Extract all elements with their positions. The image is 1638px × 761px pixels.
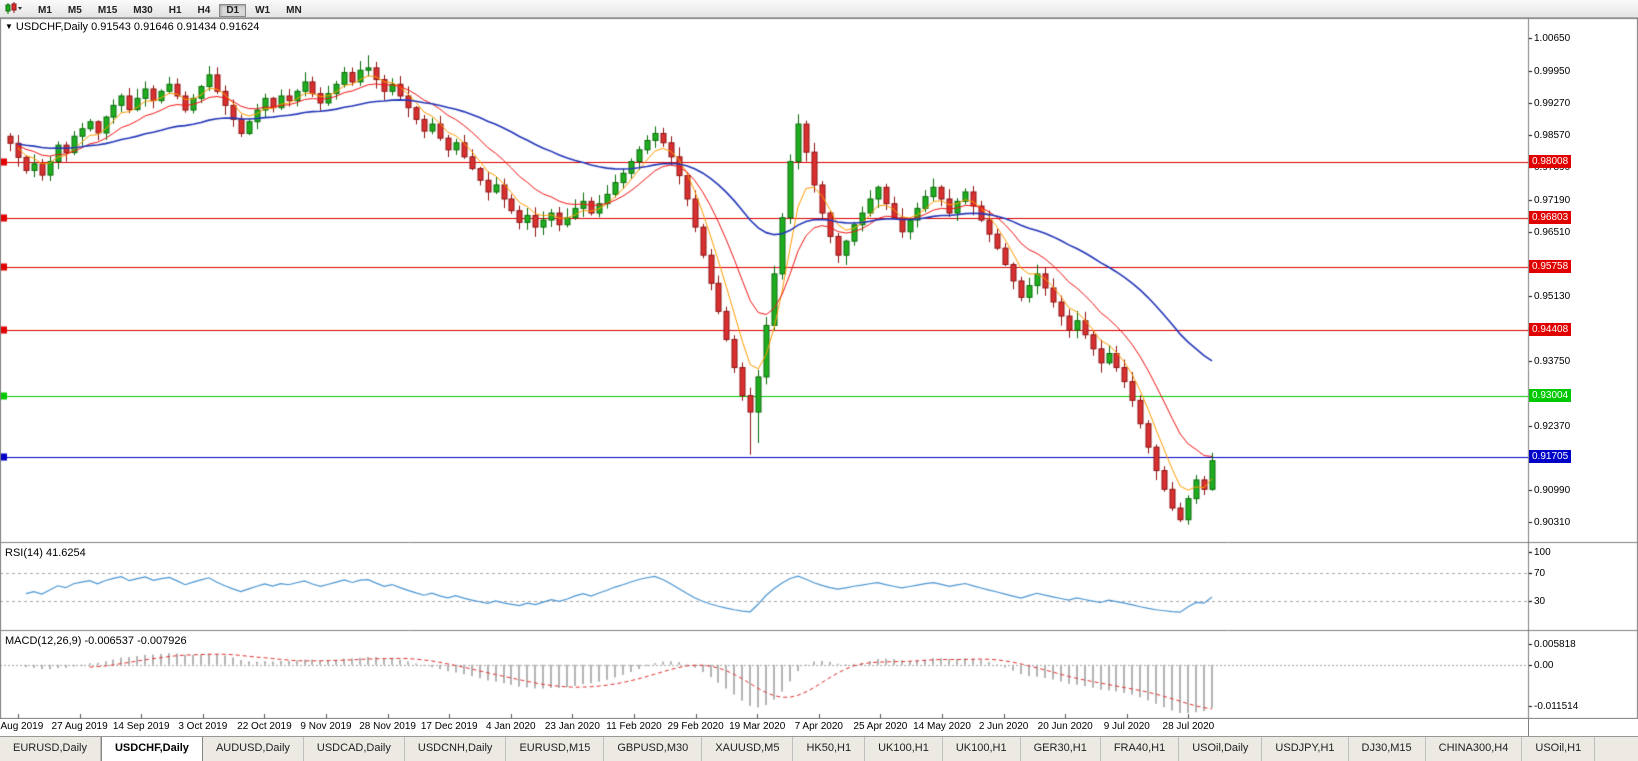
date-label: 7 Apr 2020 (794, 721, 843, 732)
price-tick-label: 0.90990 (1534, 484, 1571, 496)
timeframe-button-mn[interactable]: MN (286, 4, 302, 16)
rsi-tick-label: 100 (1534, 546, 1551, 558)
chart-title: ▼ USDCHF,Daily 0.91543 0.91646 0.91434 0.… (5, 21, 259, 33)
hline-price-label: 0.93004 (1529, 389, 1572, 402)
window-marker-icon: ▼ (5, 22, 13, 31)
time-axis: 8 Aug 2019 27 Aug 2019 14 Sep 2019 3 Oct 20… (0, 719, 1638, 736)
date-label: 8 Aug 2019 (0, 721, 44, 732)
tab-usdcad-daily[interactable]: USDCAD,Daily (304, 737, 405, 761)
date-label: 19 Mar 2020 (729, 721, 786, 732)
price-tick-label: 0.95130 (1534, 290, 1571, 302)
date-label: 27 Aug 2019 (51, 721, 108, 732)
tab-usdjpy-h1[interactable]: USDJPY,H1 (1262, 737, 1349, 761)
tab-uk100-h1[interactable]: UK100,H1 (943, 737, 1021, 761)
date-label: 23 Jan 2020 (544, 721, 600, 732)
date-label: 9 Jul 2020 (1103, 721, 1150, 732)
macd-values: -0.006537 -0.007926 (84, 635, 187, 647)
timeframe-button-h1[interactable]: H1 (168, 4, 182, 16)
date-label: 28 Nov 2019 (359, 721, 416, 732)
timeframe-buttons: M1 M5 M15 M30 H1 H4 D1 W1 MN (30, 0, 310, 18)
tab-usoil-daily[interactable]: USOil,Daily (1179, 737, 1263, 761)
chart-tabs-bar: EURUSD,Daily USDCHF,Daily AUDUSD,Daily USDC… (0, 736, 1638, 761)
date-label: 17 Dec 2019 (420, 721, 478, 732)
timeframe-button-h4[interactable]: H4 (197, 4, 211, 16)
date-label: 22 Oct 2019 (237, 721, 292, 732)
tab-usoil-h1[interactable]: USOil,H1 (1522, 737, 1596, 761)
chart-type-icon[interactable] (5, 2, 23, 15)
price-tick-label: 0.99950 (1534, 65, 1571, 77)
timeframe-button-w1[interactable]: W1 (255, 4, 271, 16)
date-label: 2 Jun 2020 (978, 721, 1029, 732)
timeframe-button-m15[interactable]: M15 (97, 4, 118, 16)
price-chart-canvas[interactable] (0, 18, 1638, 719)
date-label: 20 Jun 2020 (1037, 721, 1093, 732)
rsi-tick-label: 70 (1534, 567, 1546, 579)
price-tick-label: 0.96510 (1534, 226, 1571, 238)
timeframe-button-m5[interactable]: M5 (67, 4, 82, 16)
chart-window: ▼ USDCHF,Daily 0.91543 0.91646 0.91434 0.… (0, 18, 1638, 719)
date-label: 11 Feb 2020 (606, 721, 662, 732)
candlestick-chart-glyph (5, 2, 22, 14)
macd-name: MACD(12,26,9) (5, 635, 82, 647)
date-label: 14 May 2020 (913, 721, 971, 732)
date-label: 29 Feb 2020 (667, 721, 724, 732)
tab-hk50-h1[interactable]: HK50,H1 (793, 737, 866, 761)
timeframe-toolbar: M1 M5 M15 M30 H1 H4 D1 W1 MN (0, 0, 1638, 18)
chart-ohlc-values: 0.91543 0.91646 0.91434 0.91624 (91, 21, 260, 33)
rsi-value: 41.6254 (45, 547, 86, 559)
macd-tick-label: 0.00 (1534, 659, 1554, 671)
macd-tick-label: 0.005818 (1534, 638, 1576, 650)
rsi-tick-label: 30 (1534, 595, 1546, 607)
date-label: 3 Oct 2019 (178, 721, 228, 732)
tab-eurusd-daily[interactable]: EURUSD,Daily (0, 737, 101, 761)
hline-price-label: 0.96803 (1529, 211, 1572, 224)
price-tick-label: 0.97190 (1534, 194, 1571, 206)
price-tick-label: 0.93750 (1534, 355, 1571, 367)
price-tick-label: 0.90310 (1534, 516, 1571, 528)
tab-fra40-h1[interactable]: FRA40,H1 (1101, 737, 1180, 761)
price-tick-label: 0.99270 (1534, 97, 1571, 109)
macd-tick-label: -0.011514 (1534, 700, 1579, 712)
hline-price-label: 0.91705 (1529, 450, 1572, 463)
tab-usdchf-daily[interactable]: USDCHF,Daily (100, 737, 203, 761)
timeframe-button-d1[interactable]: D1 (219, 3, 247, 17)
date-label: 9 Nov 2019 (300, 721, 352, 732)
hline-price-label: 0.94408 (1529, 323, 1572, 336)
tab-audusd-daily[interactable]: AUDUSD,Daily (203, 737, 304, 761)
tab-usdcnh-daily[interactable]: USDCNH,Daily (405, 737, 507, 761)
timeframe-button-m1[interactable]: M1 (38, 4, 52, 16)
tab-gbpusd-m30[interactable]: GBPUSD,M30 (604, 737, 703, 761)
axis-separator (1528, 719, 1529, 736)
tab-china300-h4[interactable]: CHINA300,H4 (1426, 737, 1523, 761)
date-label: 25 Apr 2020 (853, 721, 908, 732)
tab-xauusd-m5[interactable]: XAUUSD,M5 (702, 737, 794, 761)
price-tick-label: 1.00650 (1534, 32, 1571, 44)
tab-eurusd-m15[interactable]: EURUSD,M15 (506, 737, 605, 761)
price-tick-label: 0.98570 (1534, 129, 1571, 141)
date-label: 28 Jul 2020 (1162, 721, 1215, 732)
rsi-indicator-label: RSI(14) 41.6254 (5, 547, 86, 559)
hline-price-label: 0.98008 (1529, 155, 1572, 168)
price-tick-label: 0.92370 (1534, 420, 1571, 432)
chart-symbol-label: USDCHF,Daily (15, 21, 89, 33)
tab-ger30-h1[interactable]: GER30,H1 (1021, 737, 1101, 761)
date-label: 4 Jan 2020 (486, 721, 536, 732)
hline-price-label: 0.95758 (1529, 260, 1572, 273)
macd-indicator-label: MACD(12,26,9) -0.006537 -0.007926 (5, 635, 187, 647)
tab-uk100-h1[interactable]: UK100,H1 (865, 737, 943, 761)
date-label: 14 Sep 2019 (112, 721, 170, 732)
rsi-name: RSI(14) (5, 547, 43, 559)
tab-dj30-m15[interactable]: DJ30,M15 (1349, 737, 1426, 761)
timeframe-button-m30[interactable]: M30 (133, 4, 153, 16)
